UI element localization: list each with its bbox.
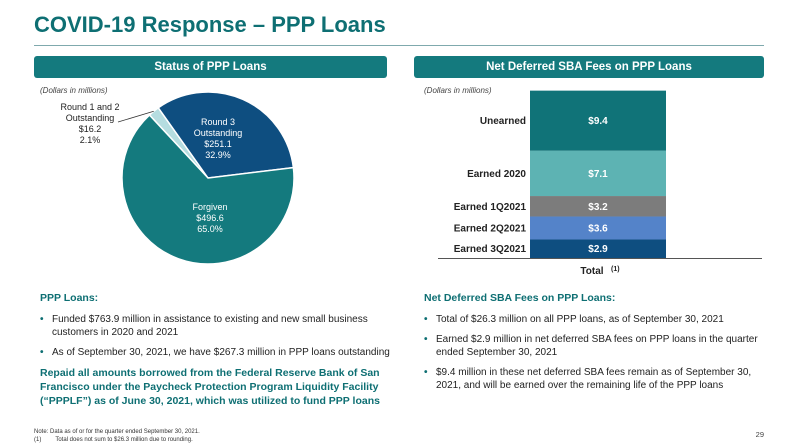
pie-slice-label: Forgiven $496.6 65.0%	[192, 202, 227, 234]
stacked-bar-series-label: Earned 3Q2021	[454, 244, 527, 255]
pie-slice	[157, 91, 295, 179]
footnote-1: (1) Total does not sum to $26.3 million d…	[34, 436, 200, 444]
deferred-fees-bullet: Total of $26.3 million on all PPP loans,…	[424, 313, 769, 326]
stacked-bar-value-label: $3.6	[588, 223, 608, 234]
deferred-fees-bullet: $9.4 million in these net deferred SBA f…	[424, 366, 769, 392]
ppp-loans-bullet: Funded $763.9 million in assistance to e…	[40, 313, 390, 339]
footnote-1-marker: (1)	[34, 437, 42, 443]
stacked-bar-series-label: Earned 2Q2021	[454, 223, 527, 234]
stacked-bar-segment	[530, 196, 666, 217]
left-units-note: (Dollars in millions)	[40, 86, 108, 95]
title-divider	[34, 45, 764, 46]
stacked-bar-value-label: $2.9	[588, 244, 608, 255]
stacked-bar-segment	[530, 216, 666, 240]
deferred-fees-text-block: Net Deferred SBA Fees on PPP Loans: Tota…	[424, 292, 769, 399]
stacked-bar-segment	[530, 239, 666, 258]
stacked-bar-value-label: $9.4	[588, 116, 608, 127]
page-number: 29	[755, 430, 764, 439]
stacked-bar-value-label: $7.1	[588, 169, 608, 180]
deferred-fees-bullets: Total of $26.3 million on all PPP loans,…	[424, 313, 769, 392]
ppp-loans-heading: PPP Loans:	[40, 292, 99, 304]
ppp-loans-bullets: Funded $763.9 million in assistance to e…	[40, 313, 390, 359]
stacked-bar-series-label: Unearned	[480, 116, 526, 127]
stacked-bar-series-label: Earned 1Q2021	[454, 202, 527, 213]
pie-leader-line	[117, 110, 154, 123]
stacked-bar-segment	[530, 90, 666, 151]
stacked-bar-segment	[530, 150, 666, 197]
ppplf-repaid-statement: Repaid all amounts borrowed from the Fed…	[40, 367, 380, 407]
net-deferred-fees-header: Net Deferred SBA Fees on PPP Loans	[414, 56, 764, 78]
x-axis-label: Total	[580, 266, 603, 277]
footnotes: Note: Data as of or for the quarter ende…	[34, 428, 200, 444]
stacked-bar-value-label: $3.2	[588, 202, 608, 213]
deferred-fees-bullet: Earned $2.9 million in net deferred SBA …	[424, 333, 769, 359]
deferred-fees-heading: Net Deferred SBA Fees on PPP Loans:	[424, 292, 616, 304]
right-units-note: (Dollars in millions)	[424, 86, 492, 95]
x-axis-label-footnote: (1)	[611, 266, 620, 273]
footnote-1-text: Total does not sum to $26.3 million due …	[55, 437, 193, 443]
pie-slice-label: Round 3 Outstanding $251.1 32.9%	[194, 117, 243, 160]
data-note: Note: Data as of or for the quarter ende…	[34, 429, 200, 435]
status-of-ppp-loans-header: Status of PPP Loans	[34, 56, 387, 78]
ppp-loans-bullet: As of September 30, 2021, we have $267.3…	[40, 346, 390, 359]
pie-slice	[121, 113, 295, 265]
pie-slice-label: Round 1 and 2 Outstanding $16.2 2.1%	[60, 102, 119, 145]
stacked-bar-series-label: Earned 2020	[467, 169, 526, 180]
ppp-loans-text-block: PPP Loans: Funded $763.9 million in assi…	[40, 292, 390, 408]
page-title: COVID-19 Response – PPP Loans	[34, 12, 386, 37]
